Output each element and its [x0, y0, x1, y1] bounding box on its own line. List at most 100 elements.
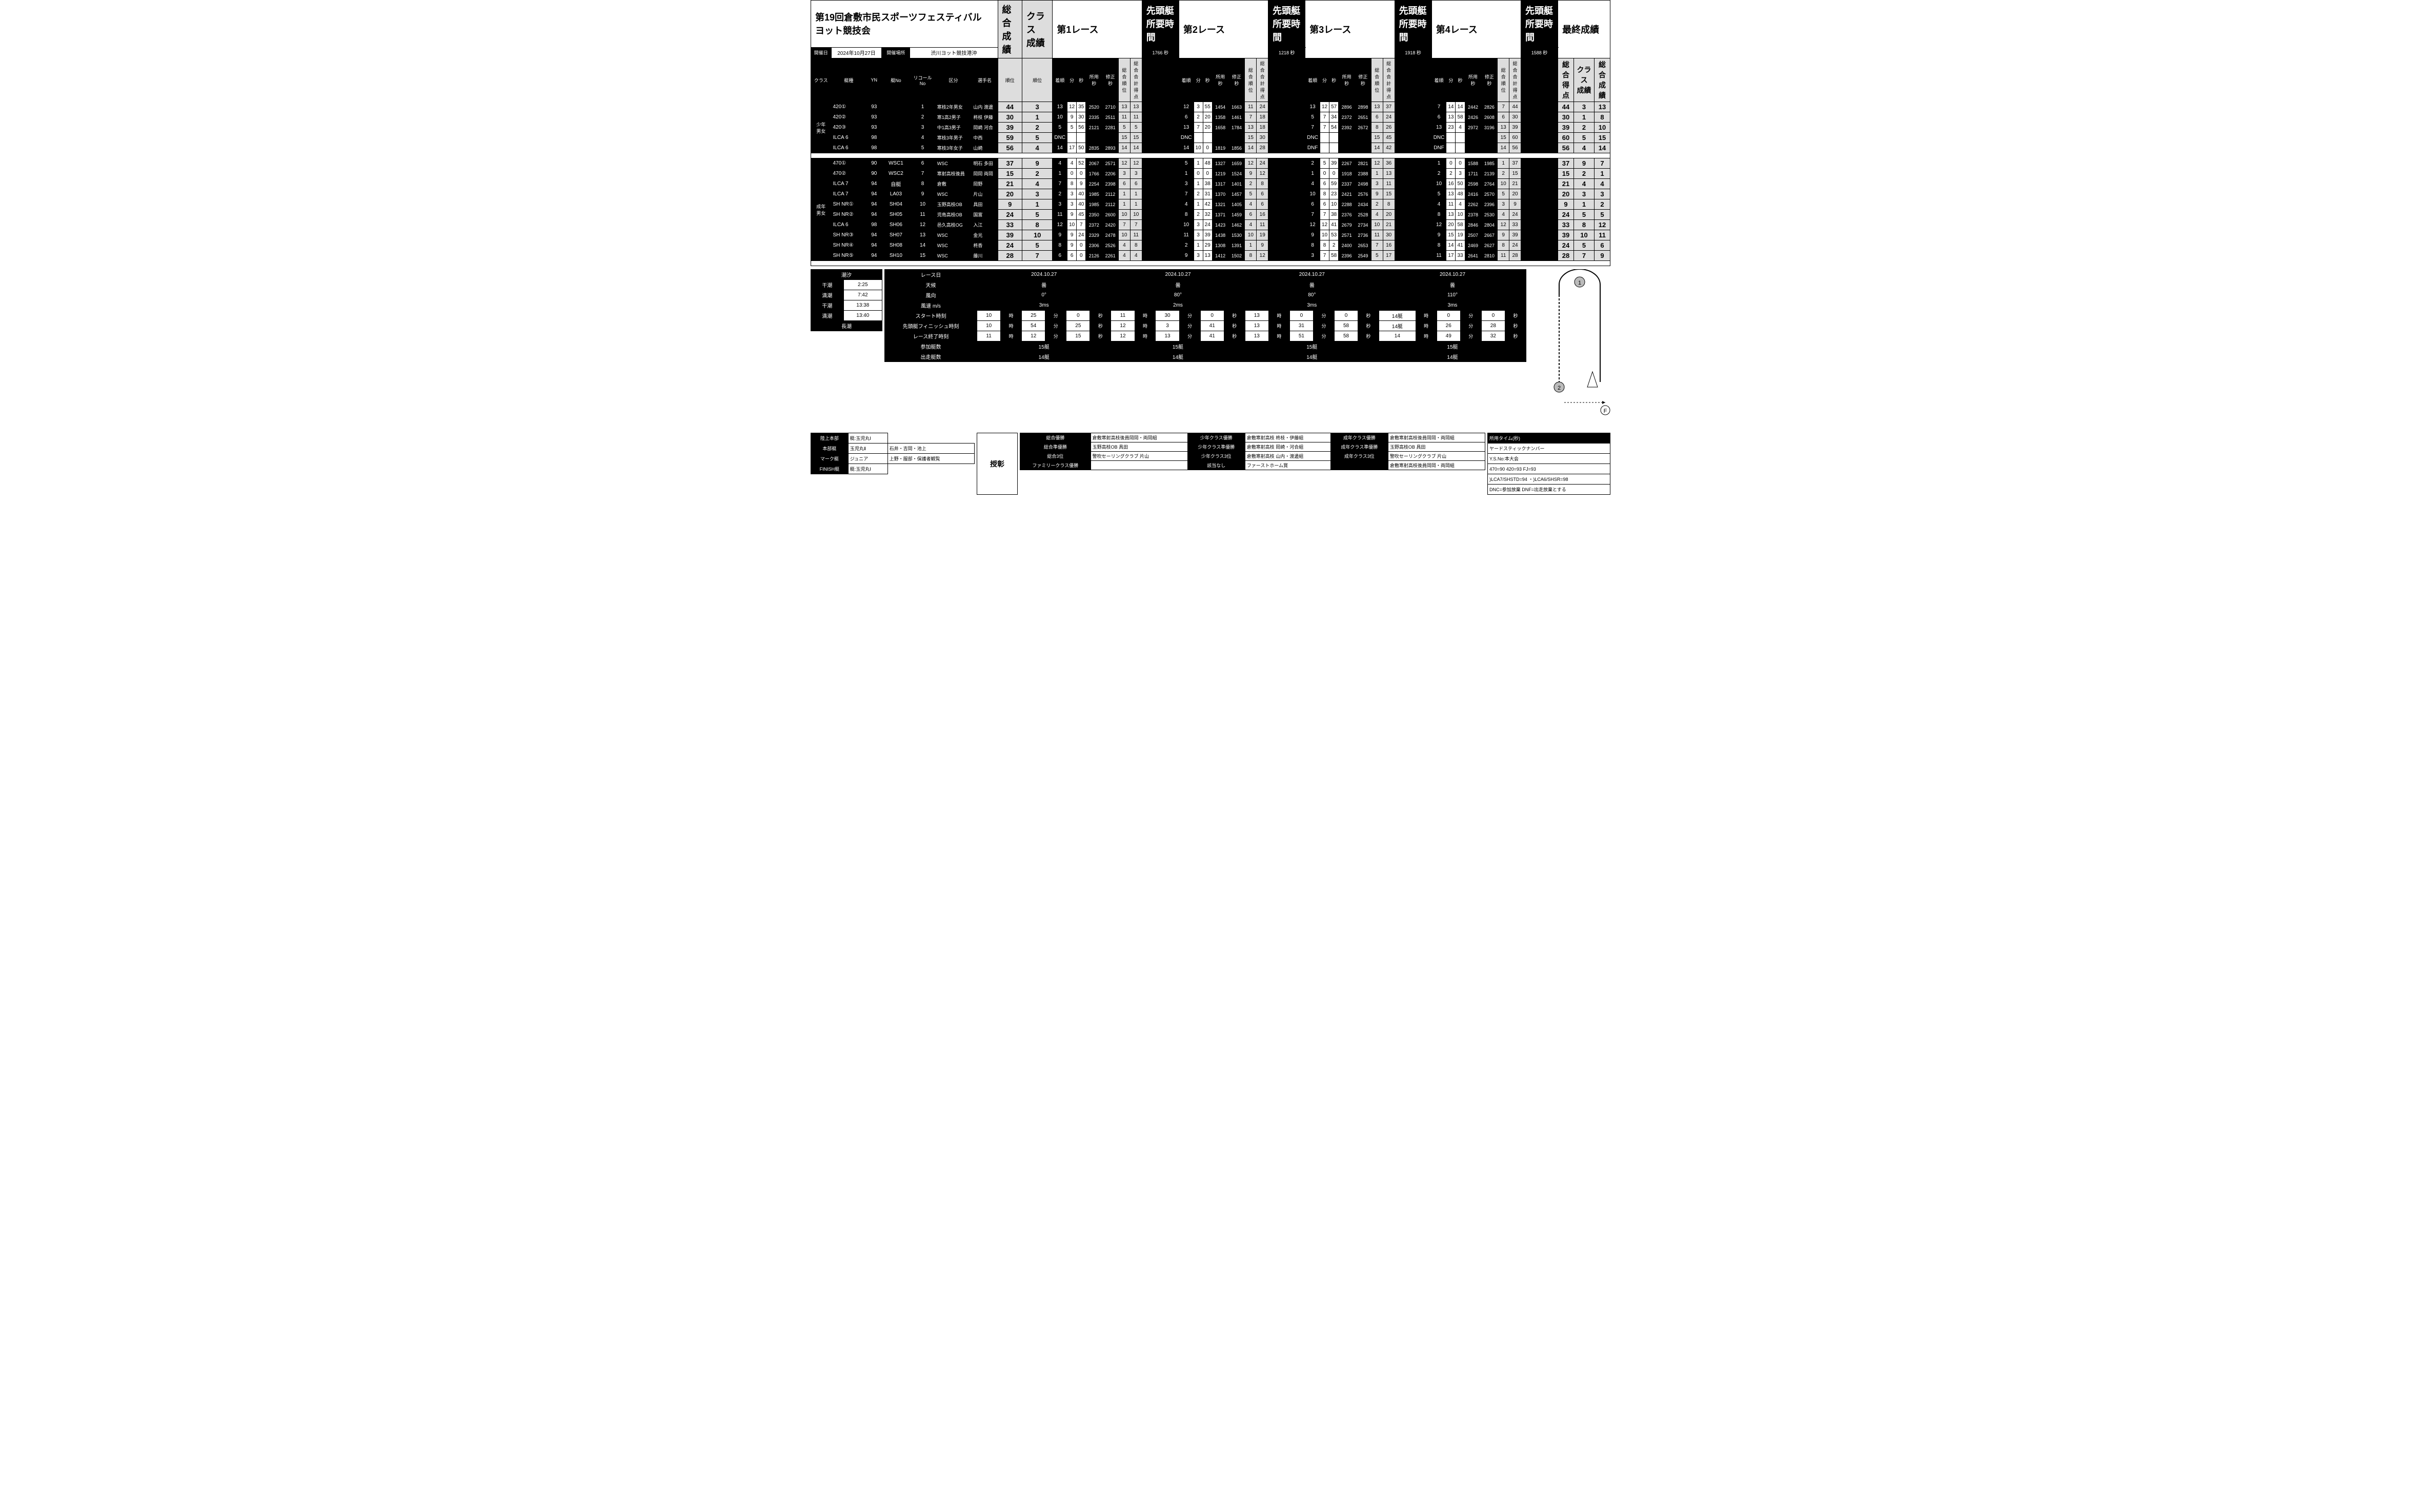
cell: 98: [866, 143, 882, 153]
cell: 4: [1245, 199, 1257, 210]
spacer: [1268, 112, 1305, 123]
cell: 2498: [1355, 179, 1371, 189]
note-line: )LCA7/SHSTD=94 ・)LCA6/SHSR=98: [1488, 474, 1610, 485]
cell: 53: [1329, 230, 1339, 240]
cell: 3: [1119, 169, 1131, 179]
cell: 山崎: [972, 143, 998, 153]
cell: 寒1高2男子: [935, 112, 972, 123]
cell: 1: [1053, 169, 1067, 179]
cell: 16: [1446, 179, 1456, 189]
result-row: ILCA 6984寒枝3年男子中西595DNC1515DNC1530DNC154…: [811, 133, 1610, 143]
col-sec3: 秒: [1329, 58, 1339, 102]
cell: 15: [1245, 133, 1257, 143]
cell: [1339, 143, 1355, 153]
cell: 10: [1179, 220, 1194, 230]
cell: 2810: [1481, 251, 1498, 261]
cond-val: 0°: [977, 290, 1111, 300]
cond-date1: 2024.10.27: [977, 270, 1111, 280]
cell: [1446, 143, 1456, 153]
cell: 寒枝3年女子: [935, 143, 972, 153]
cell: SH10: [882, 251, 910, 261]
tide-time: 13:38: [843, 300, 882, 311]
cell: 1454: [1212, 102, 1228, 112]
tide-type: 満潮: [811, 311, 844, 321]
cell: 14: [1371, 143, 1383, 153]
cell: 14: [1053, 143, 1067, 153]
spacer: [1268, 169, 1305, 179]
cell: 4: [1305, 179, 1320, 189]
final-cell: 4: [1573, 179, 1594, 189]
cell: 6: [1320, 179, 1329, 189]
cell: 2571: [1102, 158, 1119, 169]
final-cell: 56: [1558, 143, 1574, 153]
final-cell: 44: [1558, 102, 1574, 112]
cell: 8: [1130, 240, 1142, 251]
cell: 3: [1130, 169, 1142, 179]
cell: 9: [1305, 230, 1320, 240]
col-chaku2: 着順: [1179, 58, 1194, 102]
spacer: [1521, 123, 1558, 133]
col-sec1: 秒: [1077, 58, 1086, 102]
cell: 7: [1320, 210, 1329, 220]
award-cell: 玉野高枝OB 具田: [1388, 442, 1485, 452]
award-cell: 少年クラス3位: [1187, 452, 1245, 461]
cell: 40: [1077, 199, 1086, 210]
cell: 6: [1119, 179, 1131, 189]
cell: 岡野: [972, 179, 998, 189]
cell: 1412: [1212, 251, 1228, 261]
cell: 2329: [1086, 230, 1102, 240]
cell: 2420: [1102, 220, 1119, 230]
cond-label: 先頭艇フィニッシュ時刻: [885, 321, 977, 331]
cell: 13: [1179, 123, 1194, 133]
cell: 37: [1509, 158, 1521, 169]
cond-val: 曇: [1111, 280, 1245, 290]
cell: SH NR⑤: [831, 251, 866, 261]
spacer: [1521, 158, 1558, 169]
cell: 3: [1179, 179, 1194, 189]
cell: [882, 133, 910, 143]
cell: 6: [1053, 251, 1067, 261]
cell: 1457: [1228, 189, 1245, 199]
boat-cell: 陸上本部: [811, 433, 849, 443]
cell: 1: [1194, 240, 1203, 251]
cell: 19: [1257, 230, 1268, 240]
cell: 2121: [1086, 123, 1102, 133]
final-cell: 10: [1573, 230, 1594, 240]
cell: 寒枝3年男子: [935, 133, 972, 143]
award-cell: 倉敷寒射高枝後員岡岡・両岡組: [1091, 433, 1187, 442]
cell: 7: [910, 169, 935, 179]
cell: 8: [1245, 251, 1257, 261]
spacer: [1395, 143, 1431, 153]
cell: 7: [1431, 102, 1446, 112]
cell: 1462: [1228, 220, 1245, 230]
cell: 1: [1431, 158, 1446, 169]
cell: 20: [1446, 220, 1456, 230]
cell: 2598: [1465, 179, 1481, 189]
cell: 4: [1371, 210, 1383, 220]
award-cell: 成年クラス3位: [1330, 452, 1388, 461]
spacer: [1268, 220, 1305, 230]
cell: 9: [1067, 112, 1077, 123]
cond-val: 80°: [1111, 290, 1245, 300]
award-cell: ファミリークラス優勝: [1020, 461, 1091, 470]
cell: ILCA 6: [831, 143, 866, 153]
cell: 12: [1371, 158, 1383, 169]
boat-cell: 上野・服部・保護者観覧: [887, 454, 974, 464]
cell: 4: [1456, 123, 1465, 133]
cell: 15: [1119, 133, 1131, 143]
cell: 1: [1305, 169, 1320, 179]
cell: 8: [1383, 199, 1395, 210]
cell: 2421: [1339, 189, 1355, 199]
cell: 2576: [1355, 189, 1371, 199]
spacer: [1268, 251, 1305, 261]
cell: SH NR②: [831, 210, 866, 220]
cell: 具田: [972, 199, 998, 210]
cell: 12: [1431, 220, 1446, 230]
cell: 1: [1022, 199, 1053, 210]
cell: 21: [1509, 179, 1521, 189]
tide-type: 干潮: [811, 300, 844, 311]
cell: 倉敷: [935, 179, 972, 189]
cell: 30: [1257, 133, 1268, 143]
cell: 10: [1067, 220, 1077, 230]
cell: 明石 多田: [972, 158, 998, 169]
